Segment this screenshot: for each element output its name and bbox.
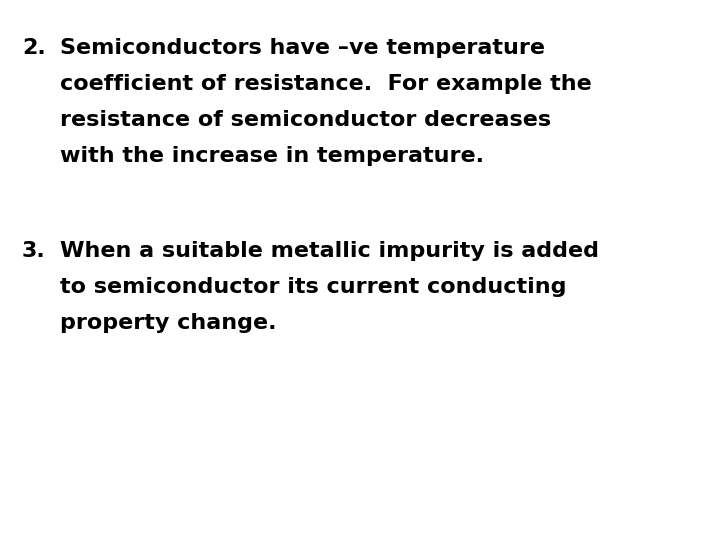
- Text: 2.: 2.: [22, 38, 46, 58]
- Text: Semiconductors have –ve temperature: Semiconductors have –ve temperature: [60, 38, 545, 58]
- Text: resistance of semiconductor decreases: resistance of semiconductor decreases: [60, 110, 551, 130]
- Text: with the increase in temperature.: with the increase in temperature.: [60, 146, 484, 166]
- Text: 3.: 3.: [22, 241, 46, 261]
- Text: property change.: property change.: [60, 313, 276, 333]
- Text: coefficient of resistance.  For example the: coefficient of resistance. For example t…: [60, 74, 592, 94]
- Text: to semiconductor its current conducting: to semiconductor its current conducting: [60, 277, 567, 297]
- Text: When a suitable metallic impurity is added: When a suitable metallic impurity is add…: [60, 241, 599, 261]
